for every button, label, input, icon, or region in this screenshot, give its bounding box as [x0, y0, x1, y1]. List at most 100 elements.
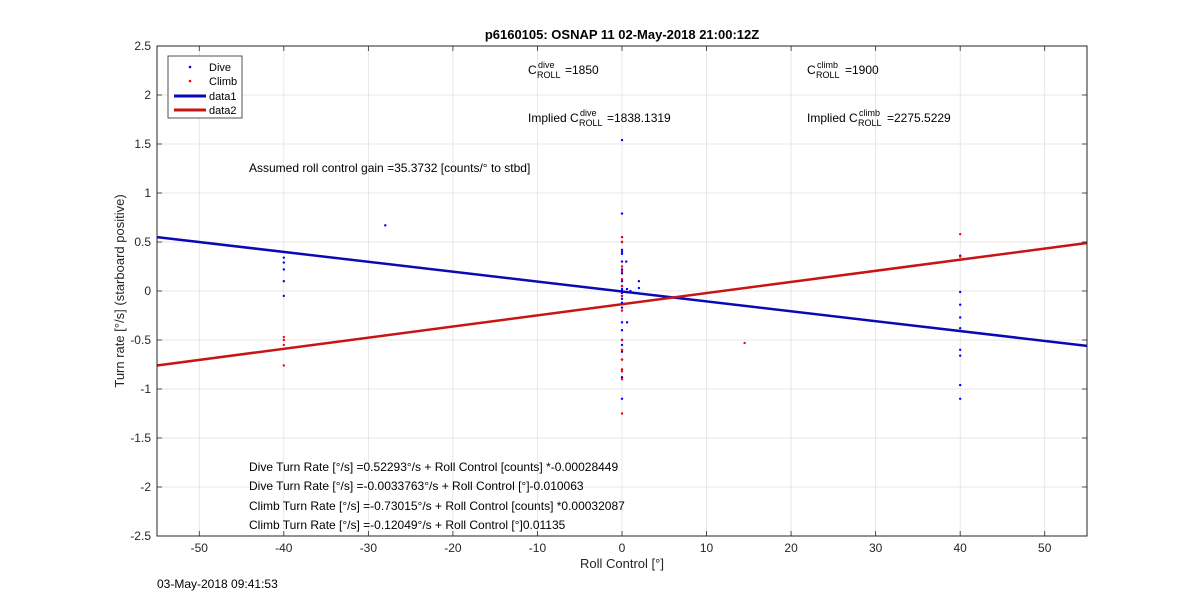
axis-ticks: -50 -40 -30 -20 -10 0 10 20 30 40 50-2.5-2-1.5-1-0…	[130, 39, 1087, 555]
y-tick-label: 2.5	[134, 39, 151, 53]
x-tick-label: 0	[619, 541, 626, 555]
dive-point	[282, 261, 286, 264]
climb-point	[620, 294, 624, 298]
dive-point	[958, 397, 962, 400]
dive-point	[625, 287, 629, 291]
climb-point	[958, 232, 962, 236]
climb-point	[958, 255, 962, 258]
legend-climb-label: Climb	[209, 76, 237, 88]
c-roll-climb-sub: ROLL	[816, 70, 840, 80]
y-tick-label: 2	[144, 88, 151, 102]
x-tick-label: 10	[700, 541, 714, 555]
dive-point	[620, 250, 624, 253]
y-tick-label: 0.5	[134, 235, 151, 249]
dive-point	[620, 376, 624, 379]
dive-point	[620, 301, 624, 304]
dive-point	[620, 268, 624, 271]
dive-point	[958, 290, 962, 294]
dive-point	[629, 289, 632, 293]
climb-point	[282, 335, 286, 339]
climb-point	[282, 343, 286, 347]
c-roll-dive-sub: ROLL	[537, 70, 561, 80]
x-tick-label: 50	[1038, 541, 1052, 555]
y-tick-label: 1	[144, 186, 151, 200]
dive-point	[620, 343, 624, 347]
climb-point	[743, 341, 746, 345]
climb-point	[620, 370, 624, 373]
dive-point	[958, 303, 962, 306]
legend-data2-label: data2	[209, 105, 237, 117]
implied-dive-value: =1838.1319	[607, 111, 671, 125]
climb-point	[620, 265, 624, 268]
dive-point	[625, 321, 629, 324]
dive-point	[620, 306, 624, 309]
legend-dive-label: Dive	[209, 62, 231, 74]
implied-dive-annotation: Implied C dive ROLL =1838.1319	[528, 105, 671, 129]
dive-point	[958, 316, 962, 319]
x-tick-label: -10	[529, 541, 547, 555]
dive-point	[620, 212, 624, 215]
c-roll-climb-value: =1900	[845, 63, 879, 77]
points-layer	[282, 138, 962, 415]
c-roll-climb-annotation: C climb ROLL =1900	[807, 57, 879, 81]
x-tick-label: 40	[954, 541, 968, 555]
implied-dive-sup: dive	[580, 108, 597, 118]
dive-point	[620, 297, 624, 301]
legend: Dive Climb data1 data2	[167, 55, 243, 119]
implied-climb-annotation: Implied C climb ROLL =2275.5229	[807, 105, 951, 129]
climb-point	[620, 358, 624, 361]
y-tick-label: 1.5	[134, 137, 151, 151]
implied-climb-prefix: Implied C	[807, 111, 858, 125]
dive-point	[637, 280, 641, 283]
c-roll-climb-main: C	[807, 63, 816, 77]
dive-point	[620, 350, 624, 353]
implied-dive-sub: ROLL	[579, 118, 603, 128]
x-tick-label: 30	[869, 541, 883, 555]
data2-fit-line	[156, 241, 1088, 367]
dive-point	[282, 268, 286, 271]
dive-point	[958, 354, 962, 357]
dive-point	[282, 256, 286, 259]
c-roll-dive-annotation: C dive ROLL =1850	[528, 57, 599, 81]
implied-climb-sub: ROLL	[858, 118, 882, 128]
dive-point	[620, 252, 624, 255]
y-tick-label: -2.5	[130, 529, 151, 543]
fit-line-annotation: Climb Turn Rate [°/s] =-0.12049°/s + Rol…	[249, 518, 566, 532]
dive-point	[620, 289, 624, 293]
x-tick-label: -40	[275, 541, 293, 555]
climb-point	[620, 412, 624, 415]
y-tick-label: -1.5	[130, 431, 151, 445]
x-tick-label: -50	[191, 541, 209, 555]
climb-point	[620, 309, 624, 312]
dive-point	[620, 280, 624, 283]
y-tick-label: -1	[140, 382, 151, 396]
legend-dive-marker	[188, 65, 192, 69]
x-tick-label: 20	[784, 541, 798, 555]
c-roll-climb-sup: climb	[817, 60, 838, 70]
legend-climb-marker	[188, 79, 192, 83]
climb-point	[620, 338, 624, 342]
dive-point	[620, 321, 624, 324]
dive-point	[282, 294, 286, 298]
climb-point	[620, 348, 624, 351]
dive-point	[282, 280, 286, 283]
dive-point	[958, 327, 962, 330]
dive-point	[620, 329, 624, 332]
climb-point	[620, 284, 624, 288]
dive-point	[620, 272, 624, 275]
dive-point	[384, 224, 387, 227]
y-axis-label: Turn rate [°/s] (starboard positive)	[112, 194, 127, 387]
climb-point	[620, 235, 624, 239]
dive-point	[620, 138, 624, 142]
y-tick-label: -0.5	[130, 333, 151, 347]
dive-point	[625, 260, 628, 263]
implied-dive-prefix: Implied C	[528, 111, 579, 125]
legend-data1-label: data1	[209, 91, 237, 103]
render-timestamp: 03-May-2018 09:41:53	[157, 577, 278, 591]
x-axis-label: Roll Control [°]	[580, 556, 664, 571]
climb-point	[620, 278, 624, 281]
dive-point	[637, 286, 641, 290]
fit-line-annotation: Climb Turn Rate [°/s] =-0.73015°/s + Rol…	[249, 499, 625, 513]
y-tick-label: -2	[140, 480, 151, 494]
legend-box	[167, 55, 243, 119]
